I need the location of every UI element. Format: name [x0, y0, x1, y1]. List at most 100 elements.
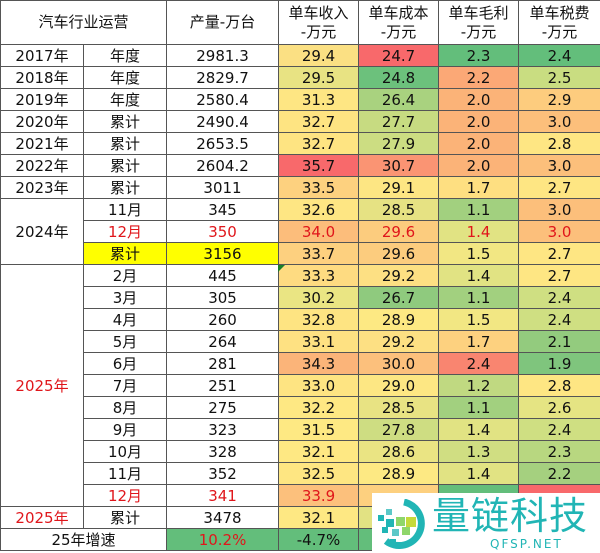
cell-period: 累计 — [82, 132, 168, 155]
cell-tax: 2.2 — [518, 462, 600, 485]
cell-tax: 3.0 — [518, 110, 600, 133]
cell-tax: 2.5 — [518, 66, 600, 89]
cell-cost: 26.4 — [358, 88, 440, 111]
cell-tax: 2.9 — [518, 88, 600, 111]
cell-output: 251 — [166, 374, 280, 397]
header-tax: 单车税费 -万元 — [518, 0, 600, 45]
cell-output: 2604.2 — [166, 154, 280, 177]
cell-year: 2020年 — [0, 110, 84, 133]
cell-period: 3月 — [82, 286, 168, 309]
cell-output: 345 — [166, 198, 280, 221]
table-row: 累计 3156 33.7 29.6 1.5 2.7 — [1, 242, 600, 265]
cell-rev: 32.7 — [278, 132, 360, 155]
cell-margin: 1.5 — [438, 242, 520, 265]
cell-rev: 33.7 — [278, 242, 360, 265]
cell-output: 2981.3 — [166, 44, 280, 67]
cell-rev: 32.5 — [278, 462, 360, 485]
cell-cost: 29.2 — [358, 330, 440, 353]
cell-rev: 30.2 — [278, 286, 360, 309]
cell-rev: 34.0 — [278, 220, 360, 243]
cell-period: 2月 — [82, 264, 168, 287]
cell-tax: 2.8 — [518, 132, 600, 155]
cell-rev: 29.4 — [278, 44, 360, 67]
cell-period: 11月 — [82, 462, 168, 485]
cell-growth-output: 10.2% — [166, 528, 280, 551]
cell-output: 264 — [166, 330, 280, 353]
table-row: 2025年 2月 445 33.3 29.2 1.4 2.7 — [0, 264, 600, 507]
cell-rev: 32.2 — [278, 396, 360, 419]
cell-margin: 2.2 — [438, 66, 520, 89]
cell-cost: 27.7 — [358, 110, 440, 133]
cell-rev: 32.8 — [278, 308, 360, 331]
table-row: 5月 264 33.1 29.2 1.7 2.1 — [1, 330, 600, 353]
cell-tax: 2.7 — [518, 242, 600, 265]
cell-cost: 24.7 — [358, 44, 440, 67]
watermark: 量链科技 QFSP.NET — [372, 493, 600, 553]
table-row: 2020年 累计 2490.4 32.7 27.7 2.0 3.0 — [0, 110, 600, 133]
brand-name: 量链科技 — [432, 494, 589, 538]
cell-margin: 1.1 — [438, 198, 520, 221]
cell-margin: 2.0 — [438, 110, 520, 133]
cell-tax: 2.7 — [518, 264, 600, 287]
cell-growth-rev: -4.7% — [278, 528, 360, 551]
brand-url: QFSP.NET — [490, 537, 563, 551]
header-cost: 单车成本 -万元 — [358, 0, 440, 45]
header-output: 产量-万台 — [166, 0, 280, 45]
cell-period: 年度 — [82, 66, 168, 89]
cell-margin: 1.4 — [438, 220, 520, 243]
cell-output: 275 — [166, 396, 280, 419]
cell-rev: 29.5 — [278, 66, 360, 89]
cell-output: 2653.5 — [166, 132, 280, 155]
cell-margin: 1.7 — [438, 330, 520, 353]
cell-period: 6月 — [82, 352, 168, 375]
cell-cost: 29.2 — [358, 264, 440, 287]
cell-margin: 1.2 — [438, 374, 520, 397]
cell-rev: 33.9 — [278, 484, 360, 507]
table-row: 2017年 年度 2981.3 29.4 24.7 2.3 2.4 — [0, 44, 600, 67]
cell-period: 8月 — [82, 396, 168, 419]
table-row: 12月 350 34.0 29.6 1.4 3.0 — [1, 220, 600, 243]
cell-margin: 1.5 — [438, 308, 520, 331]
cell-output: 260 — [166, 308, 280, 331]
cell-period: 9月 — [82, 418, 168, 441]
cell-period: 累计 — [82, 154, 168, 177]
cell-margin: 1.3 — [438, 440, 520, 463]
cell-output: 328 — [166, 440, 280, 463]
cell-tax: 1.9 — [518, 352, 600, 375]
table-row: 3月 305 30.2 26.7 1.1 2.4 — [1, 286, 600, 309]
header-revenue: 单车收入 -万元 — [278, 0, 360, 45]
cell-cost: 28.5 — [358, 198, 440, 221]
cell-cost: 28.9 — [358, 308, 440, 331]
cell-cost: 30.7 — [358, 154, 440, 177]
cell-year: 2018年 — [0, 66, 84, 89]
cell-tax: 3.0 — [518, 220, 600, 243]
cell-margin: 2.0 — [438, 88, 520, 111]
cell-cost: 30.0 — [358, 352, 440, 375]
cell-rev: 32.7 — [278, 110, 360, 133]
header-row: 汽车行业运营 产量-万台 单车收入 -万元 单车成本 -万元 单车毛利 -万元 单车税… — [0, 0, 600, 45]
cell-output: 350 — [166, 220, 280, 243]
cell-output: 2490.4 — [166, 110, 280, 133]
cell-period: 11月 — [82, 198, 168, 221]
cell-period: 7月 — [82, 374, 168, 397]
cell-tax: 2.6 — [518, 396, 600, 419]
cell-margin: 1.7 — [438, 176, 520, 199]
cell-period: 12月 — [82, 484, 168, 507]
cell-margin: 2.0 — [438, 132, 520, 155]
cell-rev: 32.6 — [278, 198, 360, 221]
cell-period: 年度 — [82, 44, 168, 67]
table-row: 6月 281 34.3 30.0 2.4 1.9 — [1, 352, 600, 375]
cell-rev: 31.5 — [278, 418, 360, 441]
cell-margin: 1.4 — [438, 264, 520, 287]
cell-rev: 32.1 — [278, 506, 360, 529]
cell-tax: 2.8 — [518, 374, 600, 397]
cell-rev: 33.0 — [278, 374, 360, 397]
cell-tax: 2.3 — [518, 440, 600, 463]
cell-output: 352 — [166, 462, 280, 485]
cell-tax: 2.4 — [518, 44, 600, 67]
cell-period: 年度 — [82, 88, 168, 111]
cell-period: 累计 — [82, 242, 168, 265]
cell-margin: 2.0 — [438, 154, 520, 177]
cell-cost: 29.6 — [358, 220, 440, 243]
